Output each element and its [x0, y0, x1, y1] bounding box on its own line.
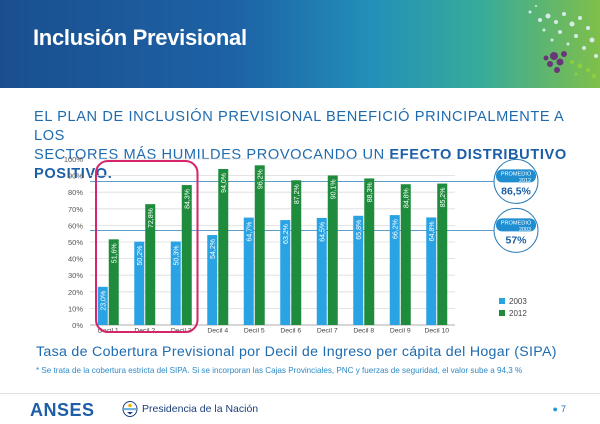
y-tick-label: 100% — [64, 155, 84, 164]
data-label-2003: 63,2% — [283, 224, 290, 244]
x-tick-label: Decil 4 — [207, 328, 228, 335]
page-number: ● 7 — [553, 404, 566, 414]
legend-swatch-2003 — [499, 298, 505, 304]
average-badge-value: 57% — [505, 234, 527, 246]
y-tick-label: 80% — [68, 188, 83, 197]
y-tick-label: 60% — [68, 221, 83, 230]
bullet-icon: ● — [552, 404, 558, 414]
government-label: Presidencia de la Nación — [142, 403, 259, 415]
anses-logo: ANSES — [30, 400, 95, 420]
data-label-2003: 54,2% — [210, 239, 217, 259]
bar-2012 — [181, 185, 192, 325]
data-label-2003: 64,7% — [246, 222, 253, 242]
bar-2003 — [426, 217, 437, 325]
data-label-2003: 64,5% — [319, 222, 326, 242]
header-banner: Inclusión Previsional — [0, 0, 600, 88]
data-label-2012: 96,2% — [257, 169, 264, 189]
data-label-2003: 65,8% — [356, 220, 363, 240]
data-label-2003: 50,2% — [137, 246, 144, 266]
bar-2012 — [327, 175, 338, 325]
data-label-2012: 84,3% — [184, 189, 191, 209]
x-tick-label: Decil 8 — [353, 328, 374, 335]
data-label-2012: 72,8% — [148, 208, 155, 228]
average-badge-label: PROMEDIO — [501, 171, 532, 177]
y-tick-label: 70% — [68, 205, 83, 214]
average-badge-value: 86,5% — [501, 185, 531, 197]
average-badge-year: 2012 — [519, 178, 531, 184]
bar-2003 — [389, 215, 400, 325]
data-label-2003: 64,8% — [429, 221, 436, 241]
national-seal-icon — [122, 401, 138, 417]
average-badge-tag-2012 — [496, 169, 536, 183]
page-number-value: 7 — [560, 404, 566, 414]
x-tick-label: Decil 6 — [280, 328, 301, 335]
headline-line-1: EL PLAN DE INCLUSIÓN PREVISIONAL BENEFIC… — [34, 109, 564, 144]
chart-footnote: * Se trata de la cobertura estricta del … — [36, 366, 523, 375]
data-label-2012: 51,6% — [111, 243, 118, 263]
bar-2012 — [364, 178, 375, 325]
bar-2003 — [353, 215, 364, 325]
bar-2012 — [108, 239, 119, 325]
bar-2012 — [254, 165, 265, 325]
data-label-2012: 90,1% — [330, 179, 337, 199]
data-label-2003: 50,3% — [173, 246, 180, 266]
average-badge-label: PROMEDIO — [501, 220, 532, 226]
y-tick-label: 20% — [68, 288, 83, 297]
y-tick-label: 10% — [68, 304, 83, 313]
data-label-2012: 87,2% — [294, 184, 301, 204]
average-badge-year: 2003 — [519, 227, 531, 233]
x-tick-label: Decil 9 — [390, 328, 411, 335]
bar-2012 — [218, 168, 229, 325]
bar-2003 — [280, 220, 291, 325]
bar-2003 — [97, 286, 108, 325]
bar-2003 — [316, 217, 327, 325]
y-tick-label: 0% — [72, 321, 83, 330]
data-label-2012: 88,3% — [367, 182, 374, 202]
y-tick-label: 90% — [68, 172, 83, 181]
bar-2012 — [291, 180, 302, 325]
data-label-2012: 84,8% — [403, 188, 410, 208]
x-tick-label: Decil 10 — [424, 328, 449, 335]
page-title: Inclusión Previsional — [33, 25, 247, 50]
decorative-pattern-icon — [528, 5, 598, 78]
average-badge-tag-2003 — [496, 218, 536, 232]
chart-caption: Tasa de Cobertura Previsional por Decil … — [36, 344, 557, 360]
legend-label-2012: 2012 — [509, 309, 527, 318]
y-tick-label: 40% — [68, 255, 83, 264]
legend-swatch-2012 — [499, 310, 505, 316]
bar-2003 — [243, 217, 254, 325]
highlight-outline — [95, 160, 199, 333]
data-label-2012: 85,2% — [440, 188, 447, 208]
y-tick-label: 50% — [68, 238, 83, 247]
x-tick-label: Decil 5 — [244, 328, 265, 335]
legend-label-2003: 2003 — [509, 297, 527, 306]
bar-2012 — [145, 204, 156, 325]
data-label-2003: 66,2% — [392, 219, 399, 239]
bar-2003 — [170, 241, 181, 325]
footer-divider — [0, 393, 600, 394]
bar-2003 — [134, 241, 145, 325]
data-label-2012: 94,0% — [221, 173, 228, 193]
y-tick-label: 30% — [68, 271, 83, 280]
bar-2012 — [400, 184, 411, 325]
data-label-2003: 23,0% — [100, 291, 107, 311]
bar-2012 — [437, 183, 448, 325]
bar-2003 — [207, 235, 218, 325]
x-tick-label: Decil 7 — [317, 328, 338, 335]
coverage-bar-chart: 0% 10% 20% 30% 40% 50% 60% 70% 80% 90% 100% 23,0% 51… — [64, 155, 539, 335]
